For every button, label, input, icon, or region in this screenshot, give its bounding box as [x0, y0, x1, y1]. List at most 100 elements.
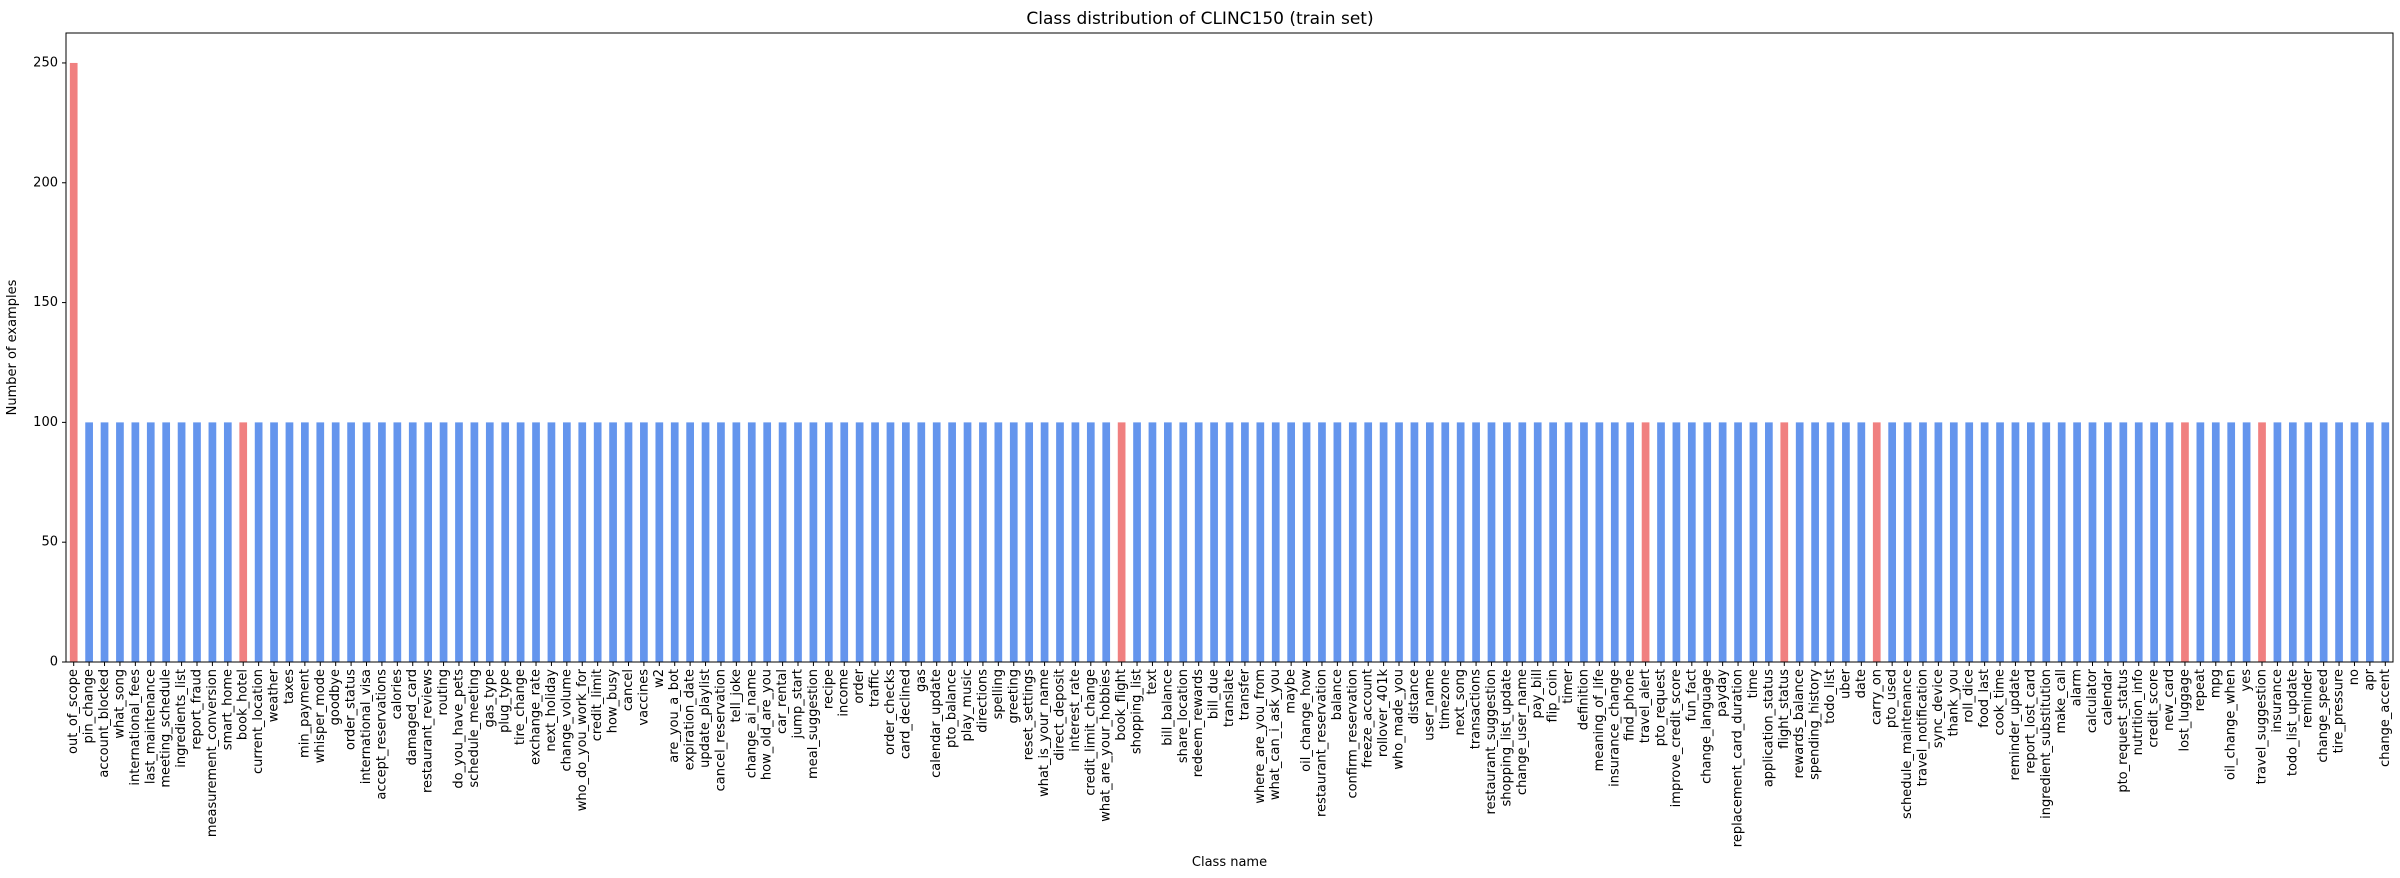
bar-yes — [2242, 422, 2251, 662]
bar-date — [1857, 422, 1866, 662]
x-tick-label: where_are_you_from — [1253, 669, 1268, 804]
x-tick-label: are_you_a_bot — [667, 669, 682, 763]
x-tick-label: date — [1854, 669, 1869, 698]
x-tick-label: shopping_list — [1130, 669, 1145, 754]
bar-find_phone — [1626, 422, 1635, 662]
x-tick-label: reminder — [2301, 668, 2316, 728]
bar-expiration_date — [686, 422, 694, 662]
plot-frame — [65, 32, 2394, 663]
bar-account_blocked — [100, 422, 109, 662]
x-tick-label: tire_change — [513, 669, 528, 745]
x-tick-label: restaurant_reservation — [1314, 669, 1329, 817]
bar-travel_alert — [1641, 422, 1650, 662]
x-tick-label: ingredients_list — [174, 669, 189, 768]
x-tick-label: jump_start — [791, 669, 806, 740]
bar-cancel_reservation — [717, 422, 725, 662]
bar-travel_suggestion — [2258, 422, 2266, 662]
bar-transfer — [1241, 422, 1249, 662]
x-tick-label: order_checks — [883, 669, 898, 755]
bar-change_volume — [562, 422, 571, 662]
x-tick-label: gas_type — [482, 669, 497, 728]
x-tick-label: next_song — [1453, 669, 1468, 736]
bar-tire_change — [516, 422, 525, 662]
x-tick-label: reset_settings — [1022, 669, 1037, 760]
x-tick-label: travel_suggestion — [2255, 669, 2270, 784]
bar-last_maintenance — [146, 422, 155, 662]
bar-cook_time — [1996, 422, 2004, 662]
bar-maybe — [1287, 422, 1295, 662]
bar-what_are_your_hobbies — [1102, 422, 1111, 662]
bar-tell_joke — [732, 422, 741, 662]
bar-flip_coin — [1549, 422, 1557, 662]
bar-car_rental — [778, 422, 787, 662]
bar-insurance — [2273, 422, 2282, 662]
bar-calculator — [2088, 422, 2097, 662]
bar-credit_limit_change — [1086, 422, 1095, 662]
bar-uber — [1842, 422, 1850, 662]
bar-recipe — [824, 422, 833, 662]
x-tick-label: tell_joke — [729, 669, 744, 722]
x-tick-label: vaccines — [636, 669, 651, 726]
bar-update_playlist — [701, 422, 710, 662]
bar-weather — [270, 422, 278, 662]
x-tick-label: account_blocked — [97, 669, 112, 778]
bar-distance — [1410, 422, 1419, 662]
x-tick-label: roll_dice — [1962, 669, 1977, 723]
x-tick-label: greeting — [1006, 669, 1021, 724]
bar-plug_type — [501, 422, 510, 662]
bar-text — [1148, 422, 1157, 662]
x-tick-label: make_call — [2054, 669, 2069, 734]
x-tick-label: nutrition_info — [2131, 669, 2146, 755]
x-tick-label: shopping_list_update — [1499, 669, 1514, 806]
x-tick-label: cook_time — [1993, 669, 2008, 735]
bar-todo_list — [1826, 422, 1835, 662]
x-tick-label: recipe — [821, 669, 836, 709]
x-tick-label: oil_change_when — [2224, 669, 2239, 780]
x-tick-label: schedule_maintenance — [1900, 669, 1915, 819]
bar-new_card — [2165, 422, 2174, 662]
bar-credit_limit — [593, 422, 602, 662]
x-tick-label: repeat — [2193, 669, 2208, 711]
x-tick-label: update_playlist — [698, 669, 713, 768]
x-tick-label: whisper_mode — [313, 669, 328, 763]
bar-spelling — [994, 422, 1003, 662]
bar-roll_dice — [1965, 422, 1974, 662]
x-tick-label: what_is_your_name — [1037, 669, 1052, 797]
x-tick-label: apr — [2362, 668, 2377, 690]
x-tick-label: change_volume — [559, 669, 574, 772]
x-tick-label: interest_rate — [1068, 669, 1083, 752]
x-tick-label: insurance — [2270, 669, 2285, 733]
bar-timezone — [1441, 422, 1450, 662]
bar-smart_home — [223, 422, 232, 662]
bar-meal_suggestion — [809, 422, 818, 662]
x-tick-label: pay_bill — [1530, 669, 1545, 719]
x-tick-label: timezone — [1438, 669, 1453, 729]
x-axis-label: Class name — [1192, 855, 1267, 870]
x-tick-label: text — [1145, 669, 1160, 695]
bar-lost_luggage — [2181, 422, 2189, 662]
bar-pto_used — [1888, 422, 1897, 662]
x-tick-label: redeem_rewards — [1191, 669, 1206, 777]
bar-reminder — [2304, 422, 2313, 662]
bar-restaurant_suggestion — [1487, 422, 1496, 662]
y-tick-label: 0 — [50, 655, 58, 670]
x-tick-label: order — [852, 668, 867, 703]
bar-time — [1749, 422, 1758, 662]
x-tick-label: yes — [2239, 669, 2254, 692]
x-tick-label: transactions — [1469, 669, 1484, 749]
bar-todo_list_update — [2288, 422, 2297, 662]
x-tick-label: translate — [1222, 669, 1237, 727]
bar-what_song — [116, 422, 124, 662]
x-tick-label: accept_reservations — [374, 669, 389, 800]
x-tick-label: calendar — [2100, 668, 2115, 725]
x-tick-label: oil_change_how — [1299, 669, 1314, 772]
x-tick-label: bill_balance — [1160, 669, 1175, 746]
x-tick-label: meeting_schedule — [159, 669, 174, 788]
x-tick-label: freeze_account — [1361, 669, 1376, 768]
bar-who_made_you — [1395, 422, 1403, 662]
x-tick-label: min_payment — [297, 669, 312, 758]
x-tick-label: change_speed — [2316, 669, 2331, 763]
bar-credit_score — [2150, 422, 2158, 662]
x-tick-label: uber — [1838, 668, 1853, 698]
bar-change_language — [1703, 422, 1712, 662]
